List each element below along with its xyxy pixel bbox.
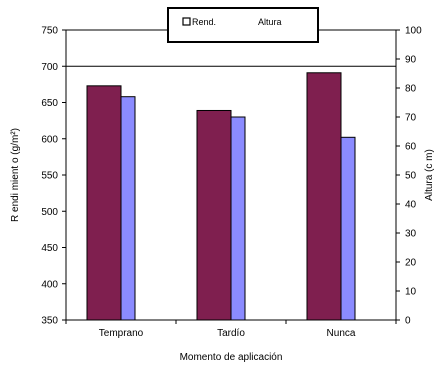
y2-tick-label: 20 bbox=[405, 258, 417, 269]
y2-tick-label: 70 bbox=[405, 113, 417, 124]
y-tick-label: 400 bbox=[41, 279, 58, 290]
y2-axis-title: Altura (c m) bbox=[424, 149, 435, 201]
bar-rend-tardío bbox=[196, 109, 232, 321]
legend-label-altura: Altura bbox=[258, 17, 282, 27]
y-tick-label: 750 bbox=[41, 26, 58, 37]
y2-tick-label: 0 bbox=[405, 316, 411, 327]
y-axis-title: R endi mient o (g/m²) bbox=[10, 128, 21, 222]
legend-box bbox=[167, 7, 319, 43]
y2-tick-label: 40 bbox=[405, 200, 417, 211]
y2-tick-label: 100 bbox=[405, 26, 422, 37]
bar-rend-temprano bbox=[86, 85, 122, 321]
y2-tick-label: 90 bbox=[405, 55, 417, 66]
x-axis-title: Momento de aplicación bbox=[180, 352, 283, 363]
y-tick-label: 650 bbox=[41, 98, 58, 109]
y-tick-label: 600 bbox=[41, 134, 58, 145]
y-tick-label: 450 bbox=[41, 243, 58, 254]
y-tick-label: 350 bbox=[41, 316, 58, 327]
y2-tick-label: 30 bbox=[405, 229, 417, 240]
y2-tick-label: 60 bbox=[405, 142, 417, 153]
x-tick-label: Nunca bbox=[327, 328, 356, 339]
y2-tick-label: 80 bbox=[405, 84, 417, 95]
y-tick-label: 550 bbox=[41, 171, 58, 182]
x-tick-label: Tardío bbox=[217, 328, 245, 339]
legend-swatch-rend bbox=[182, 17, 191, 26]
y-tick-label: 700 bbox=[41, 62, 58, 73]
bar-rend-nunca bbox=[306, 72, 342, 321]
y2-tick-label: 50 bbox=[405, 171, 417, 182]
y-tick-label: 500 bbox=[41, 207, 58, 218]
legend: Rend. Altura bbox=[167, 7, 319, 43]
y2-tick-label: 10 bbox=[405, 287, 417, 298]
legend-label-rend: Rend. bbox=[192, 17, 216, 27]
x-tick-label: Temprano bbox=[99, 328, 144, 339]
